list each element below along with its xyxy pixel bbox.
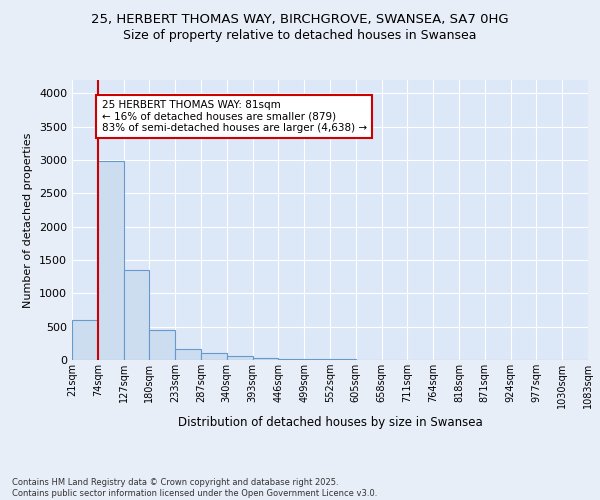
Bar (227, 356, 253, 360)
Bar (304, 359, 330, 360)
Y-axis label: Number of detached properties: Number of detached properties (23, 132, 34, 308)
Text: Contains HM Land Registry data © Crown copyright and database right 2025.
Contai: Contains HM Land Registry data © Crown c… (12, 478, 377, 498)
Bar (98, 162, 124, 360)
Text: Size of property relative to detached houses in Swansea: Size of property relative to detached ho… (123, 29, 477, 42)
Text: 25, HERBERT THOMAS WAY, BIRCHGROVE, SWANSEA, SA7 0HG: 25, HERBERT THOMAS WAY, BIRCHGROVE, SWAN… (91, 12, 509, 26)
Bar (124, 270, 149, 360)
Text: 25 HERBERT THOMAS WAY: 81sqm
← 16% of detached houses are smaller (879)
83% of s: 25 HERBERT THOMAS WAY: 81sqm ← 16% of de… (101, 100, 367, 133)
Bar (253, 358, 278, 360)
X-axis label: Distribution of detached houses by size in Swansea: Distribution of detached houses by size … (178, 416, 482, 430)
Bar (149, 330, 175, 360)
Bar (72, 320, 98, 360)
Bar (278, 359, 304, 360)
Bar (175, 350, 201, 360)
Bar (201, 354, 227, 360)
